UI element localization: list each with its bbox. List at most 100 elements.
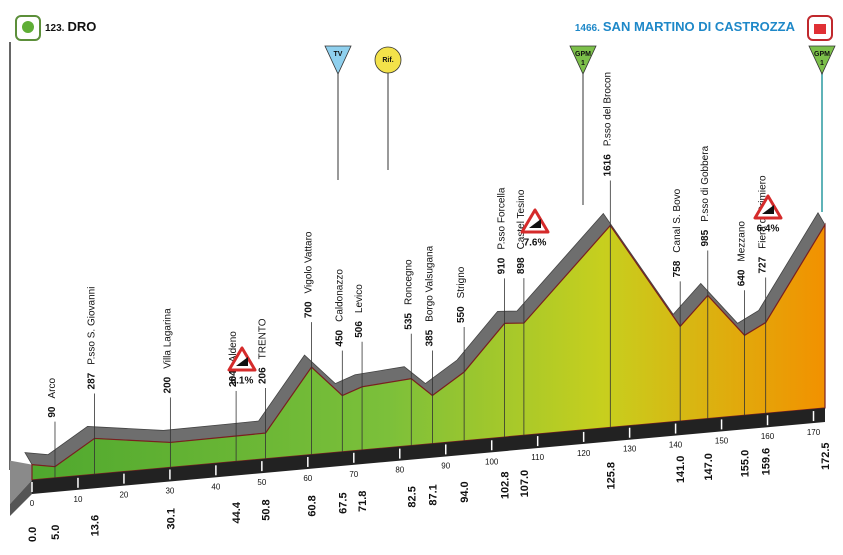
km-label: 5.0: [50, 525, 62, 540]
marker-category: 1: [820, 60, 824, 67]
km-label: 13.6: [90, 515, 102, 536]
km-label: 141.0: [675, 456, 687, 484]
location-label: 640 Mezzano: [737, 221, 748, 287]
gradient-icon: [762, 205, 774, 214]
marker-label: TV: [334, 51, 343, 58]
location-altitude: 985: [700, 229, 711, 246]
band-left: [10, 480, 32, 516]
location-label: 200 Villa Lagarina: [162, 308, 173, 394]
km-label: 125.8: [605, 462, 617, 490]
location-name: Borgo Valsugana: [424, 245, 435, 321]
location-altitude: 727: [758, 256, 769, 273]
km-label: 50.8: [261, 499, 273, 520]
x-tick-label: 20: [119, 491, 128, 500]
km-label: 60.8: [307, 495, 319, 516]
x-tick-label: 140: [669, 441, 683, 450]
x-tick-label: 30: [165, 486, 174, 495]
x-tick-label: 120: [577, 449, 591, 458]
km-label: 147.0: [703, 453, 715, 481]
location-label: 506 Levico: [354, 284, 365, 338]
km-label: 172.5: [820, 442, 832, 470]
km-band: [32, 408, 825, 494]
location-altitude: 550: [456, 306, 467, 323]
location-altitude: 385: [424, 329, 435, 346]
location-name: Strigno: [456, 266, 467, 298]
location-altitude: 450: [334, 329, 345, 346]
location-name: P.sso Forcella: [497, 187, 508, 250]
gradient-icon: [529, 219, 541, 228]
location-label: 1616 P.sso del Brocon: [602, 72, 613, 177]
km-label: 44.4: [231, 501, 243, 523]
location-name: Castel Tesino: [516, 189, 527, 249]
x-tick-label: 10: [74, 495, 83, 504]
marker-label: GPM: [814, 51, 830, 58]
km-label: 94.0: [459, 481, 471, 502]
gradient-label: 6.4%: [757, 224, 780, 235]
location-altitude: 898: [516, 257, 527, 274]
km-label: 0.0: [27, 527, 39, 542]
location-label: 535 Roncegno: [403, 259, 414, 330]
location-name: Aldeno: [228, 331, 239, 363]
location-altitude: 910: [497, 257, 508, 274]
location-name: Arco: [47, 378, 58, 399]
location-name: P.sso di Gobbera: [700, 145, 711, 221]
gradient-label: 7.6%: [524, 238, 547, 249]
finish-icon-mark: [814, 24, 826, 34]
location-altitude: 535: [403, 313, 414, 330]
location-name: P.sso S. Giovanni: [87, 287, 98, 365]
location-name: Mezzano: [737, 221, 748, 262]
finish-header: 1466. SAN MARTINO DI CASTROZZA: [575, 19, 796, 34]
x-tick-label: 150: [715, 436, 729, 445]
location-label: 550 Strigno: [456, 266, 467, 323]
location-altitude: 640: [737, 269, 748, 286]
location-label: 90 Arco: [47, 378, 58, 418]
location-name: Caldonazzo: [334, 269, 345, 322]
location-name: Levico: [354, 284, 365, 313]
km-label: 67.5: [337, 492, 349, 513]
marker-label: Rif.: [382, 57, 393, 64]
profile-side: [10, 460, 32, 504]
location-name: TRENTO: [258, 318, 269, 359]
start-name: DRO: [67, 19, 96, 34]
location-label: 450 Caldonazzo: [334, 269, 345, 347]
location-label: 898 Castel Tesino: [516, 189, 527, 274]
location-label: 700 Vigolo Vattaro: [304, 231, 315, 318]
km-label: 30.1: [165, 508, 177, 529]
start-icon-mark: [22, 21, 34, 33]
gradient-badge: [227, 346, 257, 372]
location-label: 985 P.sso di Gobbera: [700, 145, 711, 246]
x-tick-label: 100: [485, 457, 499, 466]
location-label: 204 Aldeno: [228, 331, 239, 387]
location-label: 287 P.sso S. Giovanni: [87, 287, 98, 390]
location-name: Villa Lagarina: [162, 308, 173, 369]
location-name: Canal S. Bovo: [672, 188, 683, 252]
start-header: 123. DRO: [45, 19, 96, 34]
km-label: 102.8: [500, 472, 512, 500]
marker-label: GPM: [575, 51, 591, 58]
location-name: Roncegno: [403, 259, 414, 305]
gradient-label: 6.1%: [231, 376, 254, 387]
gradient-badge: [520, 208, 550, 234]
location-name: P.sso del Brocon: [602, 72, 613, 146]
x-tick-label: 40: [211, 482, 220, 491]
location-altitude: 204: [228, 370, 239, 387]
x-tick-label: 90: [441, 461, 450, 470]
x-tick-label: 160: [761, 432, 775, 441]
marker-category: 1: [581, 60, 585, 67]
marker-shape: [324, 45, 352, 75]
location-label: 758 Canal S. Bovo: [672, 188, 683, 277]
gradient-icon: [236, 357, 248, 366]
x-tick-label: 70: [349, 470, 358, 479]
finish-name: SAN MARTINO DI CASTROZZA: [603, 19, 796, 34]
location-altitude: 1616: [602, 154, 613, 177]
location-altitude: 90: [47, 406, 58, 418]
x-tick-label: 0: [30, 499, 35, 508]
x-tick-label: 170: [807, 428, 821, 437]
x-tick-label: 130: [623, 445, 637, 454]
x-tick-label: 110: [531, 453, 544, 462]
location-altitude: 200: [162, 376, 173, 393]
km-label: 159.6: [761, 448, 773, 476]
km-label: 82.5: [406, 486, 418, 507]
marker-shape: [374, 46, 402, 74]
